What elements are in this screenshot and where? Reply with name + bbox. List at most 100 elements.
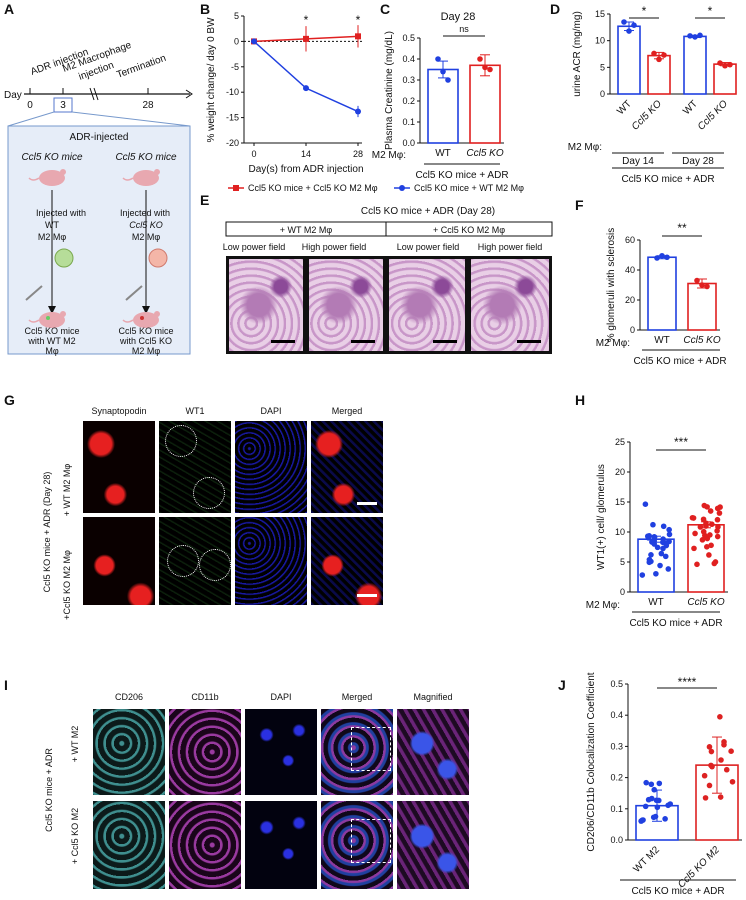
injected-right-line3: M2 Mφ [132, 232, 161, 242]
glomerulus-circle [167, 545, 199, 577]
panel-j-point [667, 801, 674, 807]
dot [140, 316, 144, 320]
panel-b-y-tick-label: 0 [234, 36, 239, 46]
panel-i-col-label: CD11b [191, 692, 218, 702]
panel-c-y-tick-label: 0.2 [402, 96, 415, 106]
panel-d-subgroup-label: Day 14 [622, 156, 654, 167]
panel-i-col-label: Magnified [413, 692, 452, 702]
panel-j-point [655, 797, 662, 804]
panel-h-point [660, 523, 667, 530]
panel-d-y-label: urine ACR (mg/mg) [572, 11, 583, 97]
panel-b-x-tick-label: 28 [353, 149, 363, 159]
mouse-result-right-icon-ear [154, 311, 160, 317]
panel-b-point [355, 108, 361, 115]
panel-i-col-label: CD206 [115, 692, 143, 702]
panel-b-y-label: % weight change/ day 0 BW [206, 17, 217, 143]
panel-c-y-label: Plasma Creatinine (mg/dL) [384, 31, 395, 150]
panel-e-field-label: High power field [478, 242, 543, 252]
panel-c-point [445, 77, 451, 83]
panel-i-micrograph [168, 708, 242, 796]
panel-c-point [440, 68, 446, 75]
panel-j-point [718, 757, 724, 763]
panel-f-point [654, 255, 660, 261]
panel-letter-b: B [200, 1, 210, 17]
result-left-label: Mφ [45, 346, 58, 356]
panel-i-micrograph [320, 800, 394, 890]
panel-h-point [666, 526, 672, 533]
panel-e-group1: + WT M2 Mφ [280, 225, 333, 235]
panel-h-point [639, 572, 646, 578]
mouse-right-icon-ear [154, 169, 160, 175]
legend-series-2: Ccl5 KO mice + WT M2 Mφ [414, 183, 524, 193]
panel-j-point [728, 748, 734, 754]
cohort-box [7, 125, 191, 355]
panel-letter-f: F [575, 197, 584, 213]
panel-h-point [700, 516, 707, 523]
scale-bar [357, 594, 377, 597]
panel-f-point [664, 254, 670, 261]
timeline-tick-label: 0 [27, 100, 33, 111]
panel-h-point [660, 539, 666, 546]
panel-h-point [697, 524, 704, 530]
panel-d-y-tick-label: 10 [595, 36, 605, 46]
panel-d-point [651, 50, 657, 57]
panel-d-y-tick-label: 5 [600, 62, 605, 72]
result-right-label: M2 Mφ [132, 346, 161, 356]
panel-e-field-label: Low power field [223, 242, 286, 252]
panel-f-y-label: % glomeruli with sclerosis [606, 228, 617, 342]
panel-j-y-tick-label: 0.5 [610, 679, 623, 689]
glomerulus-circle [199, 549, 231, 581]
zoom-line [7, 111, 55, 127]
panel-j-y-tick-label: 0.3 [610, 741, 623, 751]
panel-h-y-tick-label: 15 [615, 497, 625, 507]
panel-i-row1-label: + WT M2 [70, 726, 80, 763]
panel-i-micrograph [92, 800, 166, 890]
panel-j-group-label: Ccl5 KO mice + ADR [631, 886, 724, 897]
panel-g-micrograph [158, 420, 232, 514]
panel-f-x-tick-label: WT [654, 335, 670, 346]
panel-j-point [642, 803, 649, 810]
mouse-left-icon [39, 170, 65, 186]
zoom-line [71, 111, 191, 127]
panel-f-bar [687, 282, 717, 331]
panel-c-bar [469, 64, 501, 144]
panel-g-side-label: Ccl5 KO mice + ADR (Day 28) [42, 472, 52, 593]
syringe-right-icon [125, 285, 143, 301]
panel-f-sig: ** [677, 221, 687, 235]
panel-j-point [645, 796, 652, 803]
panel-e-micrograph [226, 256, 306, 354]
mouse-left-icon-ear [60, 169, 66, 175]
panel-c-y-tick-label: 0.0 [402, 138, 415, 148]
panel-h-point [703, 523, 709, 529]
panel-j-point [723, 766, 730, 773]
panel-letter-j: J [558, 677, 566, 693]
day3-highlight [53, 97, 73, 113]
panel-c-point [482, 64, 488, 71]
panel-c-sig: ns [459, 24, 469, 34]
panel-b-point [355, 33, 361, 40]
panel-h-y-tick-label: 20 [615, 467, 625, 477]
panel-j-y-tick-label: 0.1 [610, 804, 623, 814]
panel-h-point [714, 533, 721, 540]
panel-i-side-label: Ccl5 KO mice + ADR [44, 748, 54, 832]
panel-i-micrograph [320, 708, 394, 796]
panel-j-y-label: CD206/CD11b Colocalization Coefficient [586, 672, 597, 851]
result-right-label: Ccl5 KO mice [118, 326, 173, 336]
panel-i-micrograph [168, 800, 242, 890]
panel-b-sig: * [356, 13, 361, 27]
panel-j-point [706, 782, 713, 789]
panel-j-point [717, 794, 724, 800]
mouse-result-right-icon-tail [122, 319, 134, 323]
panel-h-point [654, 544, 661, 551]
panel-d-x-tick-label: WT [681, 99, 700, 118]
panel-d-point [727, 61, 733, 68]
panel-c-point [487, 66, 493, 73]
panel-d-point [626, 28, 632, 34]
glomerulus-circle [165, 425, 197, 457]
panel-j-point [643, 779, 649, 786]
panel-j-point [654, 804, 661, 811]
panel-j-x-tick-label: WT M2 [632, 844, 663, 875]
mouse-group-right: Ccl5 KO mice [115, 152, 177, 163]
panel-j-y-tick-label: 0.4 [610, 710, 623, 720]
panel-f-point [659, 252, 665, 259]
